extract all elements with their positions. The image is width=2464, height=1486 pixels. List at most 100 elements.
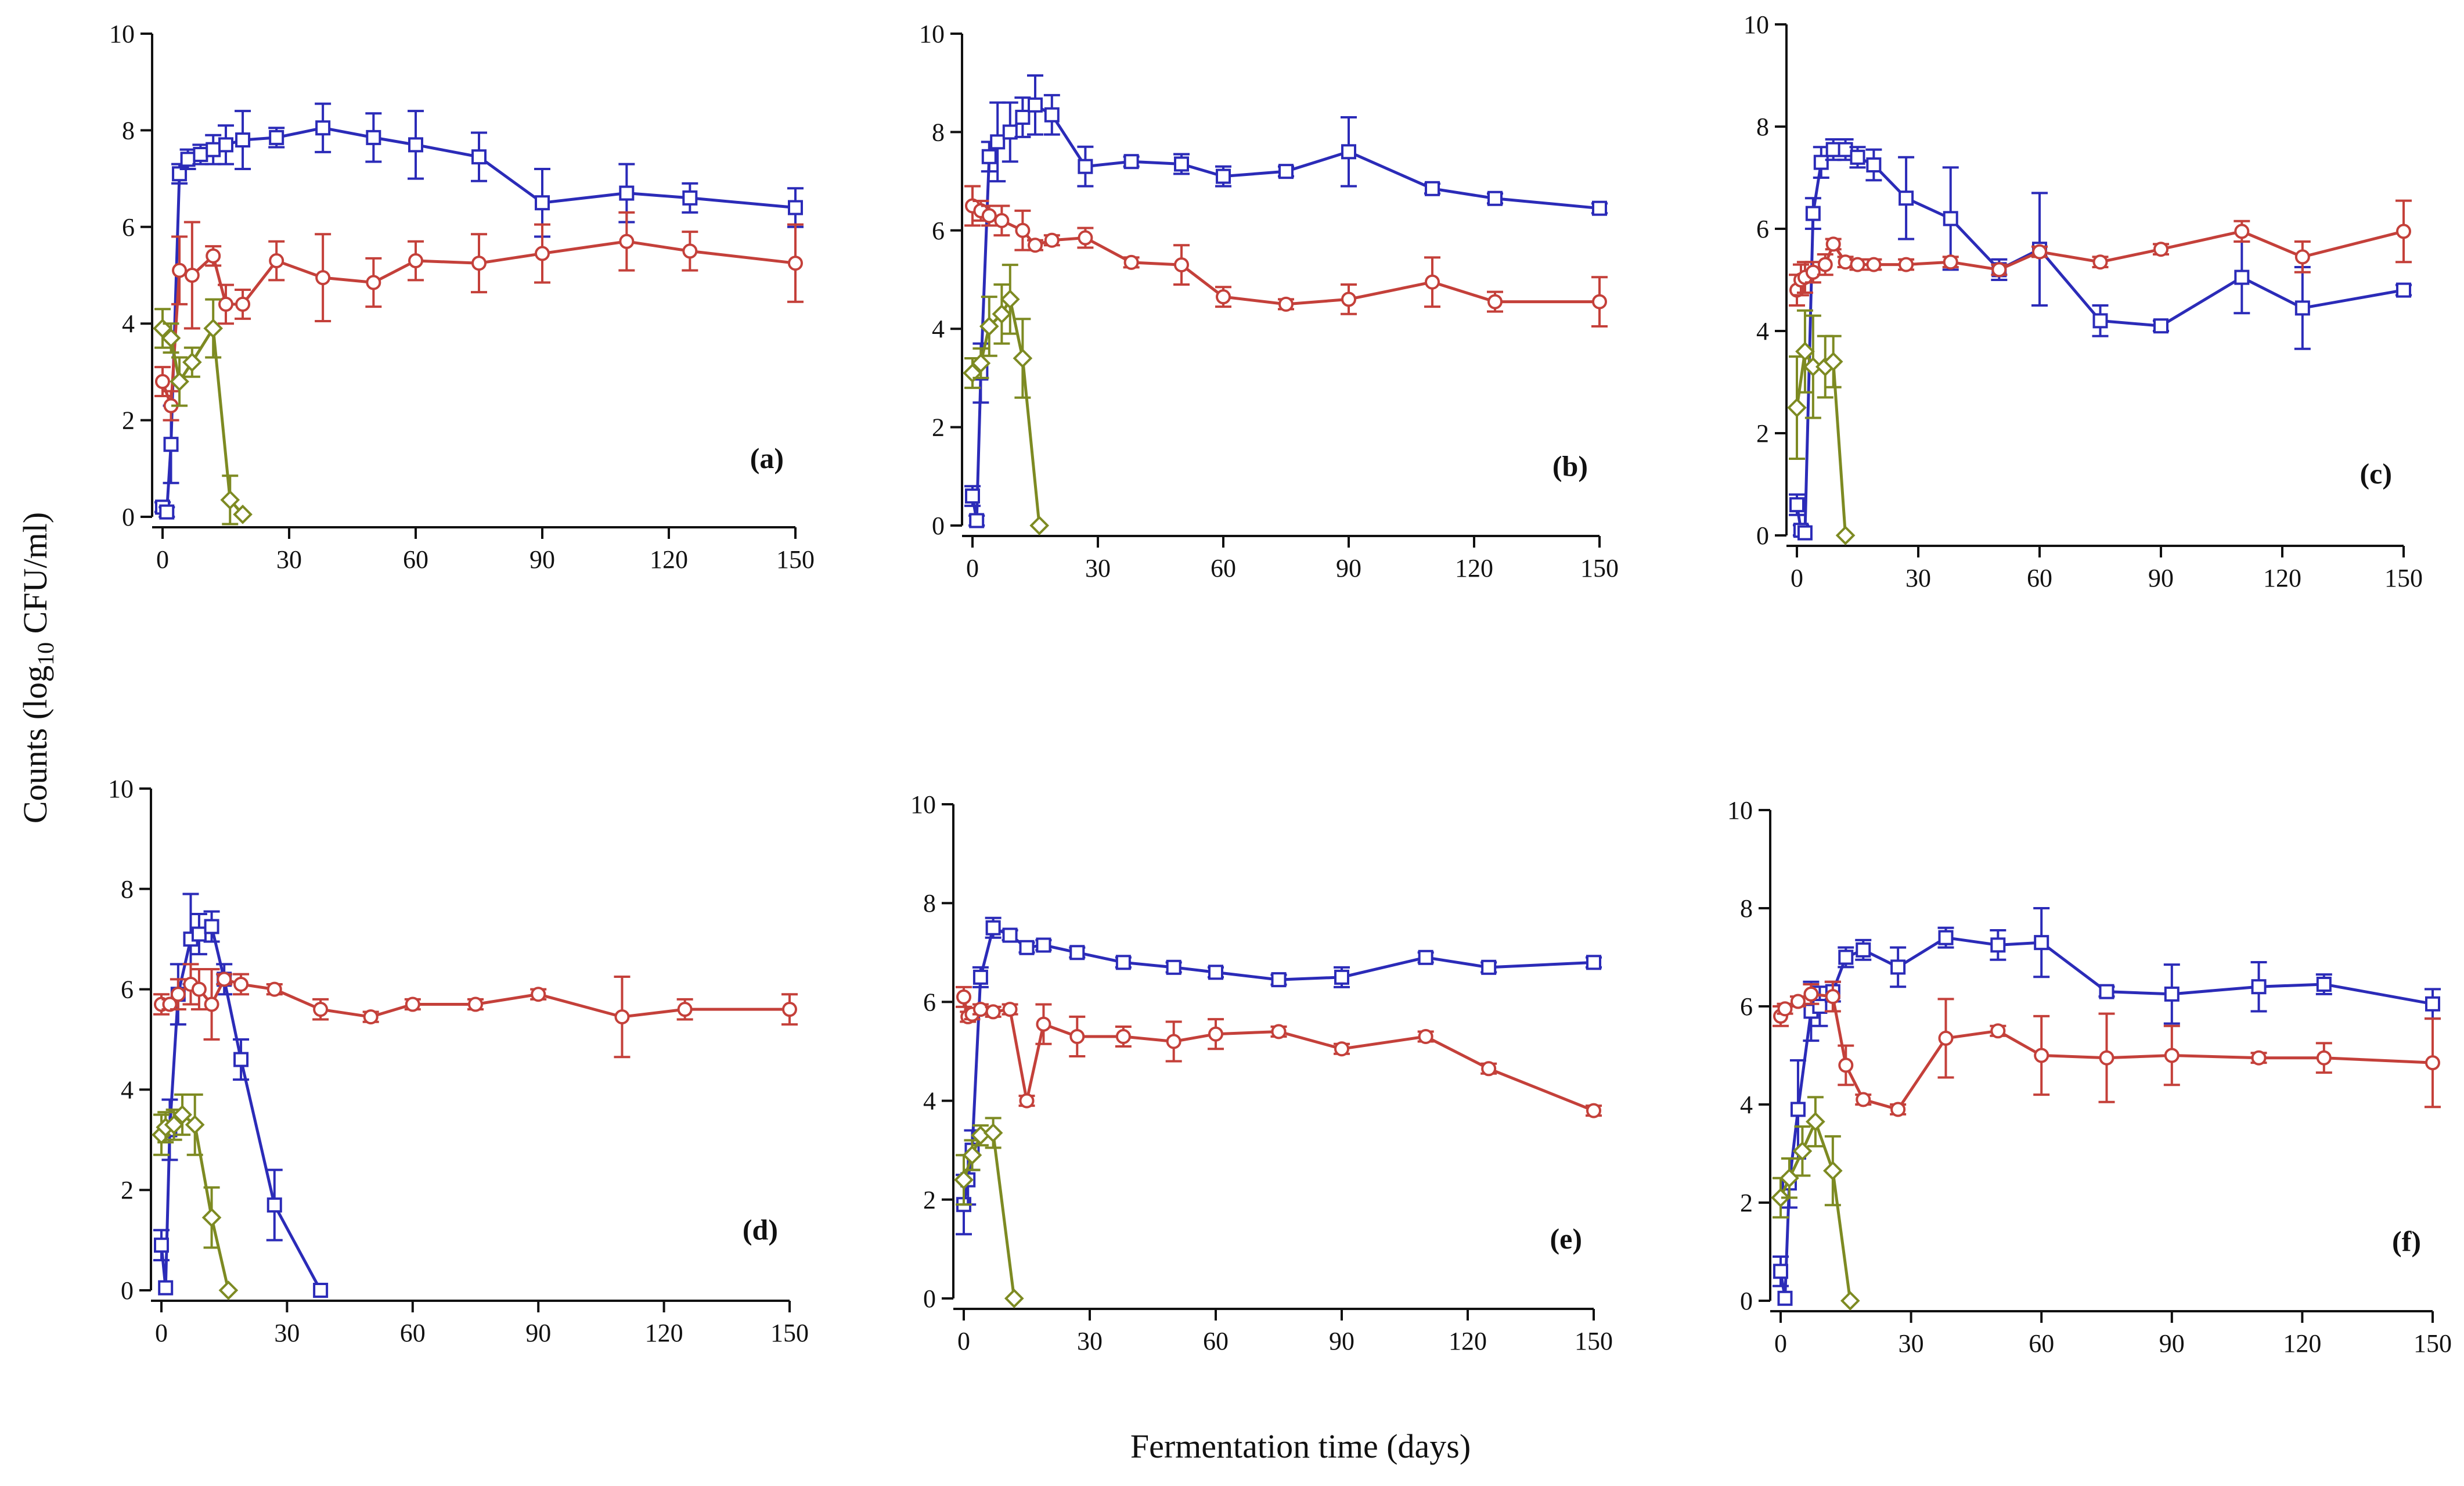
data-point	[172, 262, 188, 278]
data-point	[408, 137, 423, 153]
data-point	[981, 208, 997, 224]
data-point	[2316, 1050, 2332, 1066]
data-point	[954, 1170, 974, 1190]
y-tick-label: 6	[923, 988, 936, 1016]
data-point	[184, 268, 200, 283]
data-point	[471, 256, 487, 271]
data-point	[315, 270, 331, 286]
data-point	[1789, 497, 1804, 513]
y-tick-label: 6	[122, 213, 135, 242]
y-tick-label: 4	[1756, 317, 1769, 346]
data-point	[1838, 142, 1853, 157]
data-point	[313, 1283, 329, 1298]
data-point	[1271, 1024, 1287, 1039]
y-tick-label: 6	[121, 976, 134, 1004]
data-point	[2092, 254, 2108, 270]
y-tick-label: 8	[121, 875, 134, 904]
data-point	[155, 374, 170, 390]
data-point	[1341, 144, 1356, 160]
series-red	[964, 185, 1608, 328]
y-tick-label: 0	[1756, 521, 1769, 550]
data-point	[2032, 244, 2047, 260]
y-tick-label: 0	[1740, 1287, 1753, 1315]
data-point	[1803, 986, 1819, 1002]
data-point	[235, 296, 251, 312]
data-point	[408, 253, 423, 269]
data-point	[161, 328, 181, 348]
data-point	[1036, 937, 1051, 953]
data-point	[235, 132, 251, 148]
x-tick-label: 120	[1455, 554, 1493, 582]
chart-panel-f: 0 2 4 6 8 10 0 30 60 90 120 150 (f)	[1727, 796, 2452, 1358]
y-tick-label: 0	[121, 1276, 134, 1305]
y-tick-label: 0	[932, 512, 945, 540]
data-point	[2164, 1048, 2180, 1063]
y-tick-label: 2	[1740, 1189, 1753, 1217]
data-point	[1002, 1002, 1018, 1017]
data-point	[1341, 292, 1356, 307]
data-point	[2034, 935, 2049, 951]
data-point	[206, 248, 221, 264]
series-line	[971, 103, 1600, 521]
data-point	[1208, 1026, 1223, 1042]
x-tick-label: 120	[2283, 1329, 2321, 1358]
y-tick-label: 10	[919, 20, 945, 48]
chart-panel-e: 0 2 4 6 8 10 0 30 60 90 120 150 (e)	[910, 790, 1613, 1355]
x-tick-label: 120	[650, 545, 688, 574]
x-tick-label: 150	[2413, 1329, 2452, 1358]
panel-label: (c)	[2360, 457, 2393, 490]
x-tick-label: 150	[1580, 554, 1619, 582]
data-point	[162, 996, 178, 1012]
data-point	[965, 488, 980, 504]
data-point	[962, 1145, 982, 1165]
x-tick-label: 90	[1336, 554, 1361, 582]
y-tick-label: 8	[923, 889, 936, 917]
data-point	[1990, 1023, 2006, 1039]
x-tick-label: 30	[1077, 1327, 1103, 1355]
data-point	[677, 1002, 693, 1017]
data-point	[2153, 242, 2168, 257]
data-point	[206, 142, 221, 157]
data-point	[266, 981, 282, 997]
data-point	[1943, 254, 1958, 270]
data-point	[1425, 181, 1440, 196]
chart-panel-d: 0 2 4 6 8 10 0 30 60 90 120 150 (d)	[108, 775, 809, 1347]
data-point	[233, 1052, 249, 1067]
series-line	[1779, 1117, 1852, 1301]
data-point	[1850, 257, 1865, 272]
x-tick-label: 90	[529, 545, 555, 574]
x-tick-label: 150	[770, 1319, 809, 1347]
x-tick-label: 60	[2027, 564, 2052, 592]
series-olive	[152, 1093, 239, 1300]
data-point	[172, 166, 188, 182]
data-point	[619, 233, 635, 249]
y-tick-label: 8	[932, 118, 945, 146]
data-point	[1890, 1102, 1906, 1117]
data-point	[2251, 1050, 2267, 1066]
panel-label: (d)	[743, 1213, 778, 1246]
data-point	[1813, 154, 1829, 170]
data-point	[788, 200, 803, 215]
y-tick-label: 10	[1727, 796, 1753, 825]
data-point	[1938, 930, 1954, 945]
series-blue	[1773, 907, 2441, 1306]
data-point	[2099, 1050, 2114, 1066]
data-point	[614, 1009, 630, 1025]
data-point	[1592, 294, 1607, 310]
series-red	[956, 985, 1602, 1118]
data-point	[969, 513, 985, 528]
data-point	[2425, 996, 2440, 1012]
series-olive	[1771, 1096, 1860, 1311]
data-point	[158, 1280, 174, 1296]
data-point	[220, 490, 240, 510]
y-axis-title: Counts (log10 CFU/ml)	[16, 512, 59, 823]
data-point	[2294, 249, 2310, 265]
x-tick-label: 30	[1905, 564, 1931, 592]
y-tick-label: 4	[1740, 1091, 1753, 1119]
data-point	[1812, 999, 1828, 1014]
y-tick-label: 2	[923, 1186, 936, 1214]
data-point	[269, 253, 284, 269]
y-tick-label: 6	[932, 217, 945, 245]
data-point	[1004, 1289, 1024, 1308]
data-point	[1002, 124, 1018, 140]
